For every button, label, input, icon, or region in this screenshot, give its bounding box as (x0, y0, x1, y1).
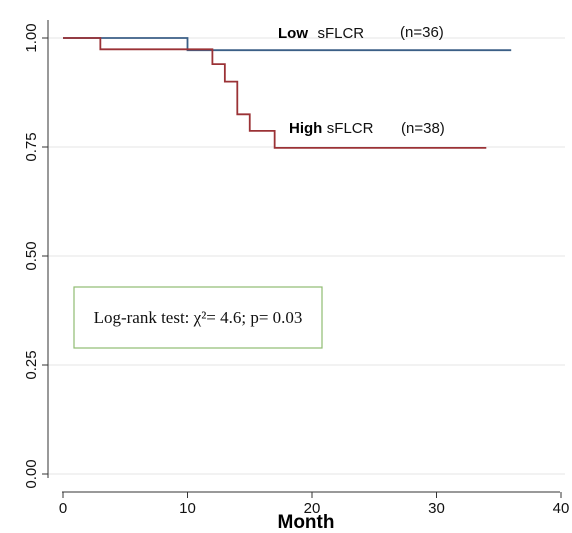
y-tick-label-3: 0.75 (23, 132, 40, 161)
series-label-low: Low sFLCR (278, 25, 364, 42)
y-tick-label-0: 0.00 (23, 459, 40, 488)
series-line-0 (63, 37, 512, 52)
x-tick-label-4: 40 (553, 500, 570, 517)
series-line-1 (63, 37, 487, 149)
x-tick-label-3: 30 (428, 500, 445, 517)
series-label-low-bold: Low (278, 25, 308, 42)
series-label-low-n: (n=36) (400, 24, 444, 41)
x-axis-title: Month (278, 512, 335, 533)
annotation-text: Log-rank test: χ²= 4.6; p= 0.03 (94, 308, 303, 327)
axes (47, 20, 560, 493)
x-tick-label-0: 0 (59, 500, 67, 517)
x-tick-label-2: 20 (304, 500, 321, 517)
y-tick-label-2: 0.50 (23, 241, 40, 270)
gridlines (48, 37, 565, 475)
series-label-high-name: sFLCR (327, 120, 374, 137)
series-label-high-bold: High (289, 120, 322, 137)
series-labels: Low sFLCR (n=36) High sFLCR (n=38) (278, 24, 445, 137)
ticks: 0.00 0.25 0.50 0.75 1.00 0 10 20 30 40 (23, 23, 569, 517)
series-label-high: High sFLCR (289, 120, 374, 137)
series-label-low-name: sFLCR (317, 25, 364, 42)
y-tick-label-4: 1.00 (23, 23, 40, 52)
annotation: Log-rank test: χ²= 4.6; p= 0.03 (73, 286, 323, 349)
annotation-box (73, 286, 323, 349)
series-label-high-n: (n=38) (401, 120, 445, 137)
series (63, 37, 512, 149)
y-tick-label-1: 0.25 (23, 350, 40, 379)
x-tick-label-1: 10 (179, 500, 196, 517)
